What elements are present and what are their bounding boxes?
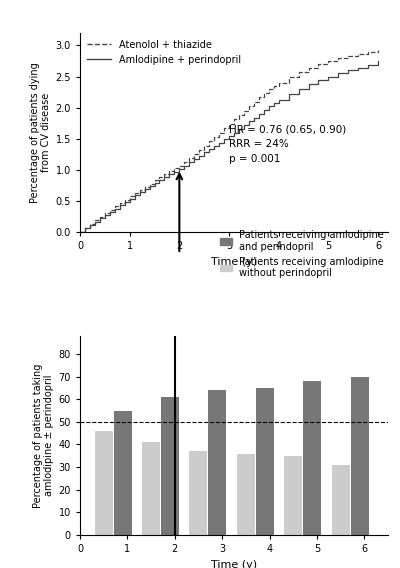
Bar — [208, 390, 226, 535]
X-axis label: Time (y): Time (y) — [211, 559, 257, 568]
Bar — [256, 388, 274, 535]
Legend: Atenolol + thiazide, Amlodipine + perindopril: Atenolol + thiazide, Amlodipine + perind… — [83, 36, 245, 69]
Y-axis label: Percentage of patients dying
from CV disease: Percentage of patients dying from CV dis… — [30, 62, 51, 203]
Bar — [284, 456, 302, 535]
Bar — [95, 431, 113, 535]
X-axis label: Time (y): Time (y) — [211, 257, 257, 267]
Text: Source: Clin Drug Invest © 2007 Adis Data Information BV: Source: Clin Drug Invest © 2007 Adis Dat… — [68, 552, 332, 561]
Bar — [190, 452, 208, 535]
Y-axis label: Percentage of patients taking
amlodipine ± perindopril: Percentage of patients taking amlodipine… — [33, 364, 54, 508]
Text: www.medscape.com: www.medscape.com — [142, 7, 258, 17]
Bar — [114, 411, 132, 535]
Bar — [161, 397, 179, 535]
Bar — [332, 465, 350, 535]
Bar — [142, 442, 160, 535]
Bar — [237, 453, 255, 535]
Text: Medscape®: Medscape® — [12, 7, 86, 17]
Legend: Patients receiving amlodipine
and perindopril, Patients receiving amlodipine
wit: Patients receiving amlodipine and perind… — [216, 226, 388, 282]
Text: HR = 0.76 (0.65, 0.90)
RRR = 24%
p = 0.001: HR = 0.76 (0.65, 0.90) RRR = 24% p = 0.0… — [229, 124, 346, 164]
Bar — [350, 377, 368, 535]
Bar — [303, 381, 321, 535]
